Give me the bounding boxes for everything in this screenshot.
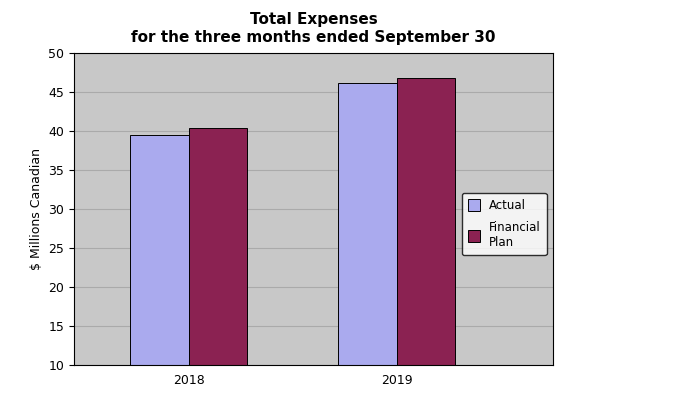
Title: Total Expenses
for the three months ended September 30: Total Expenses for the three months ende… bbox=[131, 12, 495, 45]
Bar bbox=[338, 83, 396, 405]
Bar bbox=[189, 128, 247, 405]
Bar bbox=[130, 134, 189, 405]
Legend: Actual, Financial
Plan: Actual, Financial Plan bbox=[462, 193, 547, 255]
Y-axis label: $ Millions Canadian: $ Millions Canadian bbox=[30, 147, 43, 270]
Bar bbox=[396, 79, 455, 405]
